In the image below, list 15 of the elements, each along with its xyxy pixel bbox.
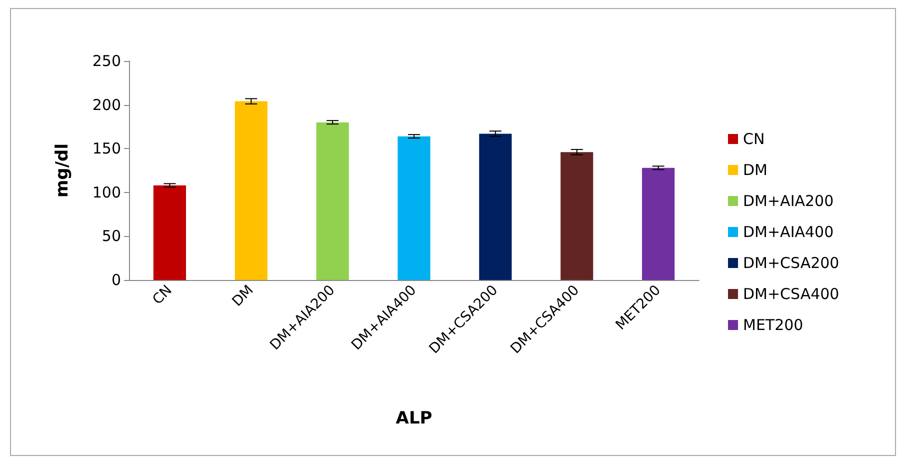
y-tick-label: 100 [92, 183, 121, 202]
x-tick-label: DM [229, 282, 257, 310]
y-tick-label: 200 [92, 96, 121, 114]
y-tick-label: 250 [92, 52, 121, 70]
legend-label: DM+AIA200 [743, 192, 834, 210]
legend-label: CN [743, 130, 765, 148]
legend-label: DM+AIA400 [743, 223, 834, 241]
x-tick-label: CN [150, 282, 176, 308]
legend-label: DM+CSA200 [743, 254, 840, 272]
legend-label: DM [743, 161, 768, 179]
y-tick-label: 0 [111, 271, 121, 289]
y-axis-title: mg/dl [52, 143, 72, 198]
y-tick-label: 150 [92, 140, 121, 158]
x-axis-title: ALP [396, 408, 432, 428]
y-tick-label: 50 [102, 227, 121, 246]
